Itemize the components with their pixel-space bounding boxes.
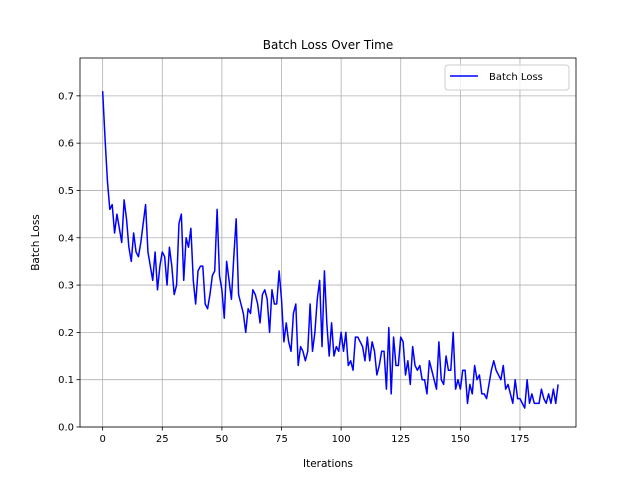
x-tick-label: 50 bbox=[216, 434, 229, 445]
y-tick-label: 0.5 bbox=[58, 186, 74, 197]
y-tick-label: 0.2 bbox=[58, 328, 74, 339]
legend-label: Batch Loss bbox=[489, 72, 543, 83]
series-layer bbox=[101, 91, 559, 409]
x-tick-label: 25 bbox=[156, 434, 169, 445]
x-axis-ticks: 0 25 50 75 100 125 150 175 bbox=[99, 427, 530, 445]
y-tick-label: 0.7 bbox=[58, 91, 74, 102]
y-tick-label: 0.4 bbox=[58, 233, 74, 244]
y-axis-label: Batch Loss bbox=[30, 214, 42, 271]
x-tick-label: 150 bbox=[451, 434, 470, 445]
plot-frame bbox=[79, 57, 577, 428]
y-tick-label: 0.1 bbox=[58, 375, 74, 386]
legend-box bbox=[444, 64, 570, 91]
x-tick-label: 0 bbox=[99, 434, 105, 445]
x-tick-label: 100 bbox=[332, 434, 351, 445]
y-tick-label: 0.3 bbox=[58, 281, 74, 292]
x-tick-label: 75 bbox=[275, 434, 288, 445]
x-axis-label: Iterations bbox=[303, 458, 353, 470]
series-line-batch-loss bbox=[101, 91, 559, 409]
x-tick-label: 175 bbox=[510, 434, 529, 445]
y-axis-ticks: 0.0 0.1 0.2 0.3 0.4 0.5 0.6 0.7 bbox=[58, 91, 80, 434]
y-tick-label: 0.0 bbox=[58, 423, 74, 434]
legend: Batch Loss bbox=[444, 64, 570, 91]
x-tick-label: 125 bbox=[391, 434, 410, 445]
chart-title: Batch Loss Over Time bbox=[263, 38, 394, 52]
y-tick-label: 0.6 bbox=[58, 139, 74, 150]
